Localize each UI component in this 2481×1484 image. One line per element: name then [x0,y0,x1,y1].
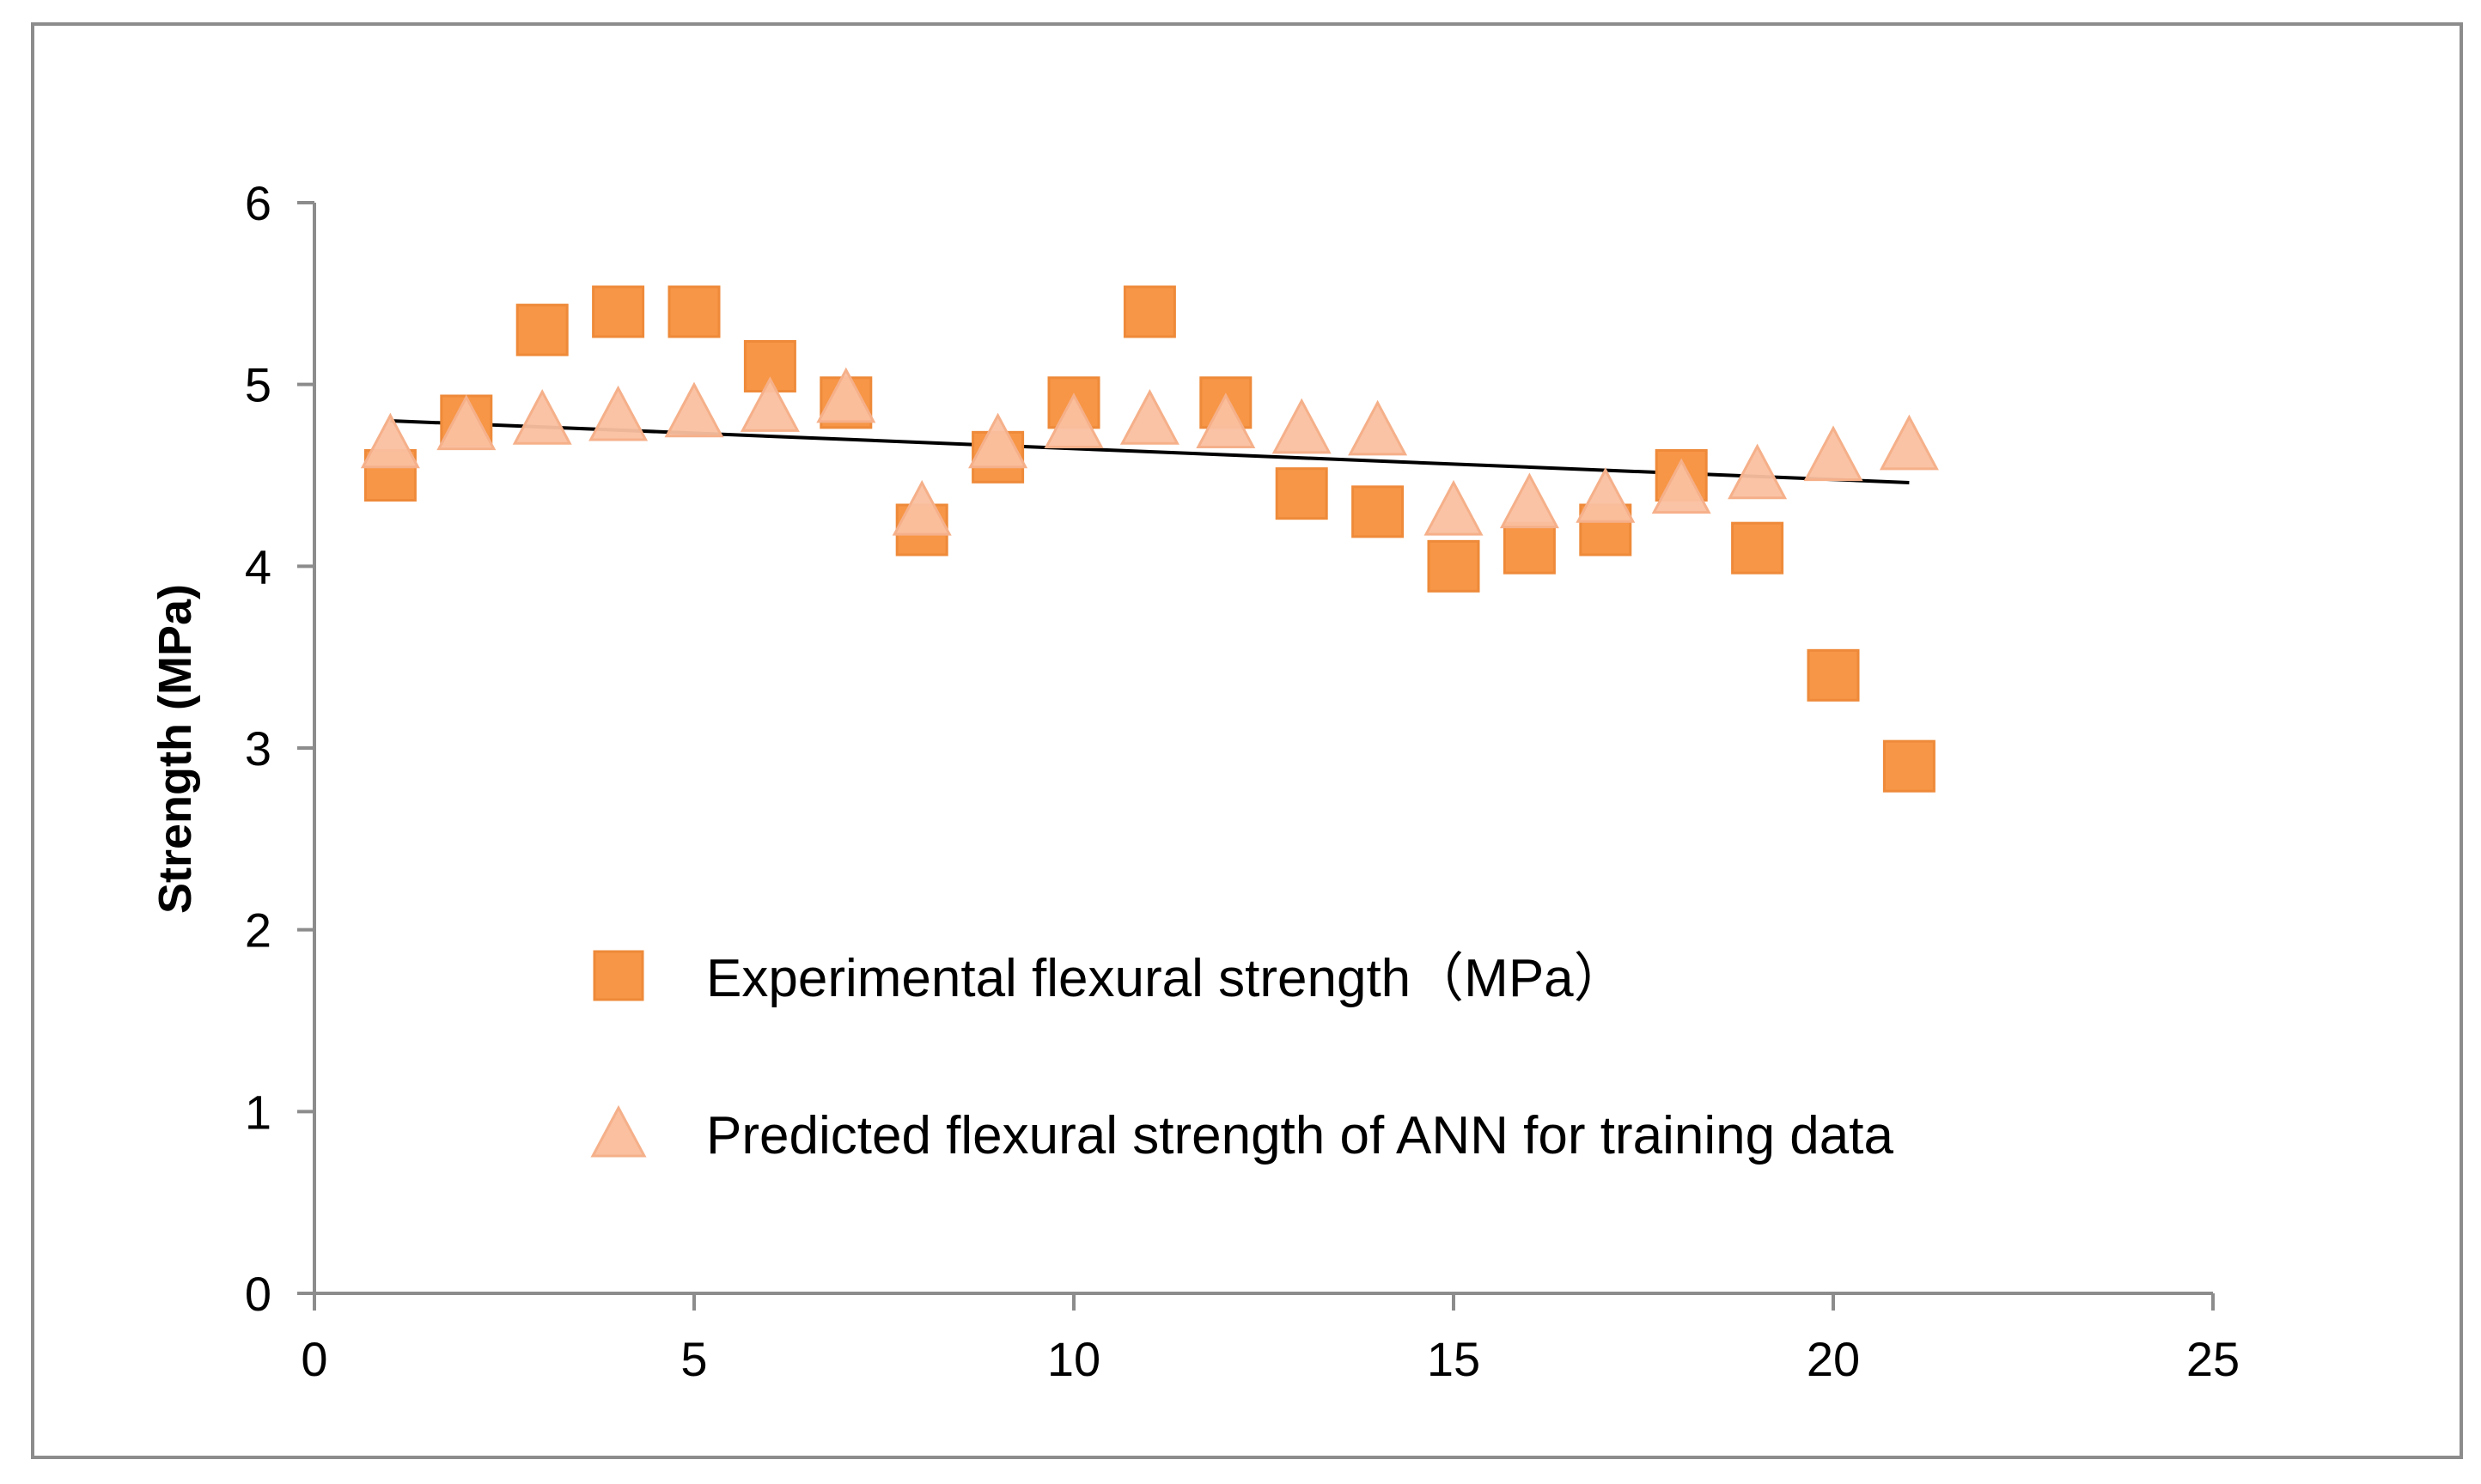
experimental-point [1807,648,1860,702]
predicted-point [1271,398,1332,454]
predicted-point [816,367,876,423]
predicted-point [1879,414,1939,471]
legend-label-experimental: Experimental flexural strength（MPa） [706,949,1627,1008]
experimental-point [1123,285,1176,338]
predicted-point [1348,399,1408,456]
legend-label-predicted: Predicted flexural strength of ANN for t… [706,1106,1893,1165]
y-tick-label: 3 [245,721,271,775]
experimental-point [667,285,721,338]
experimental-point [1427,539,1480,593]
x-tick-label: 0 [301,1332,327,1386]
predicted-point [664,381,724,438]
experimental-point [515,303,569,356]
y-axis-title: Strength (MPa) [149,584,201,914]
y-tick-label: 2 [245,903,271,958]
experimental-point [1275,467,1328,520]
y-tick-label: 4 [245,539,271,593]
y-tick-label: 6 [245,176,271,230]
experimental-point [1731,521,1784,575]
x-tick-label: 25 [2186,1332,2240,1386]
experimental-point [1503,521,1556,575]
predicted-point [1119,389,1180,445]
experimental-point [1351,485,1405,538]
predicted-point [892,479,952,536]
predicted-point [1803,425,1863,482]
predicted-point [360,412,420,469]
predicted-series [360,367,1939,536]
x-tick-label: 5 [680,1332,707,1386]
predicted-point [1728,443,1788,500]
x-tick-label: 15 [1427,1332,1480,1386]
predicted-point [588,385,649,441]
x-tick-label: 10 [1047,1332,1100,1386]
y-tick-label: 5 [245,358,271,412]
predicted-point [1044,392,1104,448]
axes: 0 5 10 15 20 25 0 1 2 3 4 5 6 [245,176,2240,1386]
predicted-point [740,376,800,432]
y-tick-label: 0 [245,1267,271,1321]
predicted-point [968,412,1028,469]
x-tick-label: 20 [1807,1332,1860,1386]
y-tick-label: 1 [245,1085,271,1139]
predicted-point [1196,392,1256,448]
legend-triangle-marker [590,1104,647,1158]
legend: Experimental flexural strength（MPa） Pred… [590,949,1893,1165]
predicted-point [1576,467,1636,523]
experimental-point [592,285,645,338]
chart-border [31,22,2463,1459]
predicted-point [512,389,572,445]
predicted-point [1651,458,1711,514]
experimental-point [1882,739,1935,793]
legend-square-marker [593,950,644,1001]
predicted-point [436,394,497,451]
predicted-point [1499,472,1559,529]
predicted-point [1423,479,1484,536]
